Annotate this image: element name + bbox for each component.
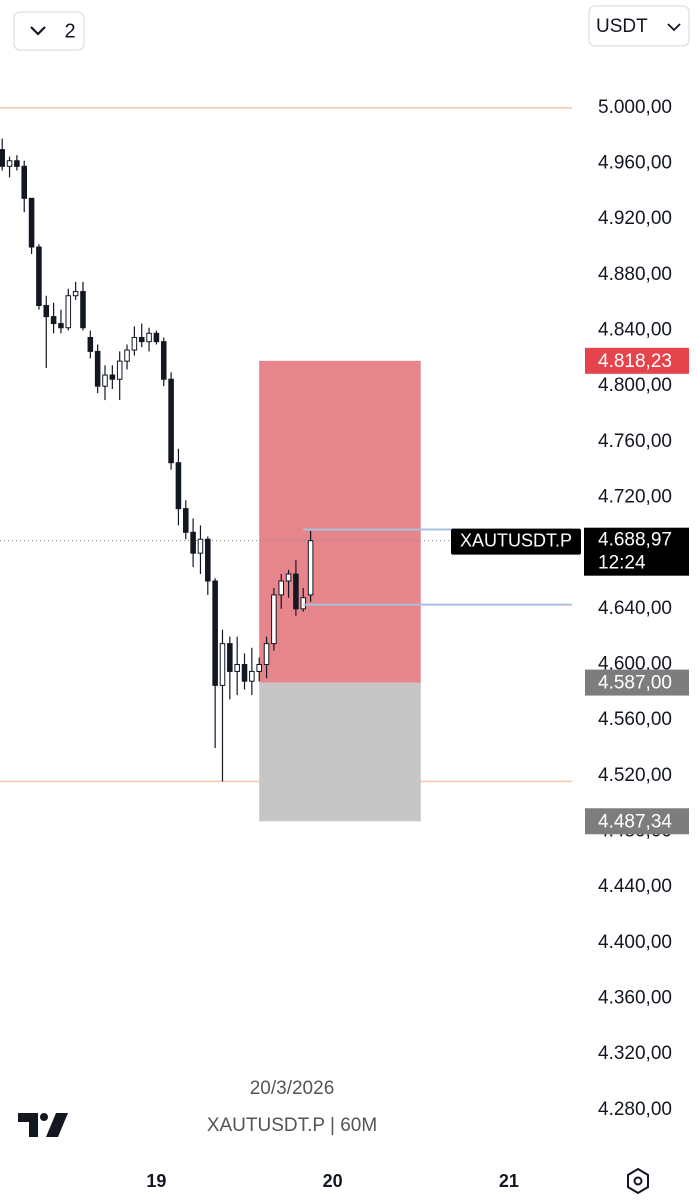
candle-body: [182, 508, 189, 533]
candle-body: [160, 341, 167, 380]
candle-body: [94, 350, 101, 387]
candle-body: [0, 149, 5, 167]
candle-body: [87, 336, 94, 352]
y-tick-label: 4.960,00: [598, 153, 672, 174]
candle-body: [43, 304, 50, 318]
candle-body: [109, 374, 116, 380]
candle-body: [168, 378, 174, 464]
candle-body: [36, 246, 42, 306]
y-tick-label: 4.760,00: [598, 431, 672, 452]
price-label: 4.487,34: [598, 811, 672, 832]
price-label: 4.587,00: [598, 673, 672, 694]
watermark-date: 20/3/2026: [250, 1078, 335, 1099]
symbol-label-box: [451, 528, 581, 555]
price-label: 4.818,23: [598, 351, 672, 372]
candle-body: [146, 332, 152, 343]
y-tick-label: 4.800,00: [598, 375, 672, 396]
candle-body: [307, 540, 314, 596]
y-tick-label: 4.720,00: [598, 487, 672, 508]
logo: [18, 1113, 68, 1137]
y-tick-label: 4.360,00: [598, 987, 672, 1008]
symbol-label: XAUTUSDT.P: [460, 530, 572, 550]
y-tick-label: 4.320,00: [598, 1043, 672, 1064]
price-label-box: [585, 669, 689, 696]
candle-body: [293, 573, 299, 610]
y-tick-label: 4.840,00: [598, 320, 672, 341]
chevron-icon: [30, 26, 46, 36]
y-tick-label: 4.880,00: [598, 264, 672, 285]
interval-button[interactable]: [13, 11, 85, 51]
candle-body: [212, 580, 218, 686]
candle-body: [116, 360, 123, 380]
last-price-box: [584, 527, 689, 576]
candle-body: [205, 538, 211, 582]
candle-body: [190, 531, 196, 554]
x-tick-label: 20: [323, 1171, 343, 1191]
last-price-label: 4.688,97: [598, 530, 672, 551]
candle-body: [131, 336, 138, 351]
y-tick-label: 4.520,00: [598, 765, 672, 786]
y-tick-label: 4.640,00: [598, 598, 672, 619]
candle-body: [227, 643, 233, 672]
y-tick-label: 4.400,00: [598, 932, 672, 953]
candle-body: [175, 462, 182, 510]
x-tick-label: 21: [499, 1171, 519, 1191]
candle-body: [72, 291, 79, 297]
x-tick-label: 19: [146, 1171, 166, 1191]
candle-body: [300, 597, 307, 610]
candle-body: [271, 594, 277, 645]
candle-body: [102, 374, 108, 387]
candle-body: [256, 663, 262, 672]
candle-body: [234, 663, 240, 672]
candle-body: [21, 165, 28, 199]
candle-body: [278, 580, 285, 596]
y-tick-label: 4.600,00: [598, 654, 672, 675]
y-tick-label: 4.280,00: [598, 1099, 672, 1120]
candle-body: [285, 573, 292, 582]
candle-body: [14, 160, 20, 167]
y-tick-label: 4.920,00: [598, 208, 672, 229]
settings-icon[interactable]: [627, 1167, 649, 1195]
candle-body: [65, 295, 72, 329]
candle-body: [124, 349, 130, 362]
candle-body: [219, 643, 226, 686]
y-tick-label: 5.000,00: [598, 97, 672, 118]
countdown-label: 12:24: [598, 553, 646, 574]
plot-area: 5.000,00 4.960,00 4.920,00 4.880,00 4.840,00…: [0, 97, 689, 1191]
watermark-symbol: XAUTUSDT.P | 60M: [207, 1115, 377, 1136]
candle-body: [197, 538, 204, 554]
y-tick-label: 4.440,00: [598, 876, 672, 897]
stop-zone: [259, 360, 421, 683]
interval-label: 2: [64, 20, 75, 42]
candle-body: [263, 643, 270, 665]
candle-body: [138, 336, 145, 343]
candle-body: [6, 160, 13, 167]
candle-body: [80, 291, 86, 329]
currency-label: USDT: [596, 16, 648, 37]
candle-body: [249, 670, 255, 682]
candle-body: [50, 316, 57, 325]
price-label-box: [585, 347, 689, 374]
chevron-icon: [667, 23, 681, 32]
candle-body: [241, 663, 248, 682]
y-tick-label: 4.560,00: [598, 709, 672, 730]
currency-select[interactable]: [588, 5, 690, 47]
candle-body: [28, 197, 35, 248]
candle-body: [58, 323, 64, 329]
target-zone: [259, 682, 421, 822]
price-label-box: [585, 808, 689, 835]
candle-body: [153, 332, 160, 343]
